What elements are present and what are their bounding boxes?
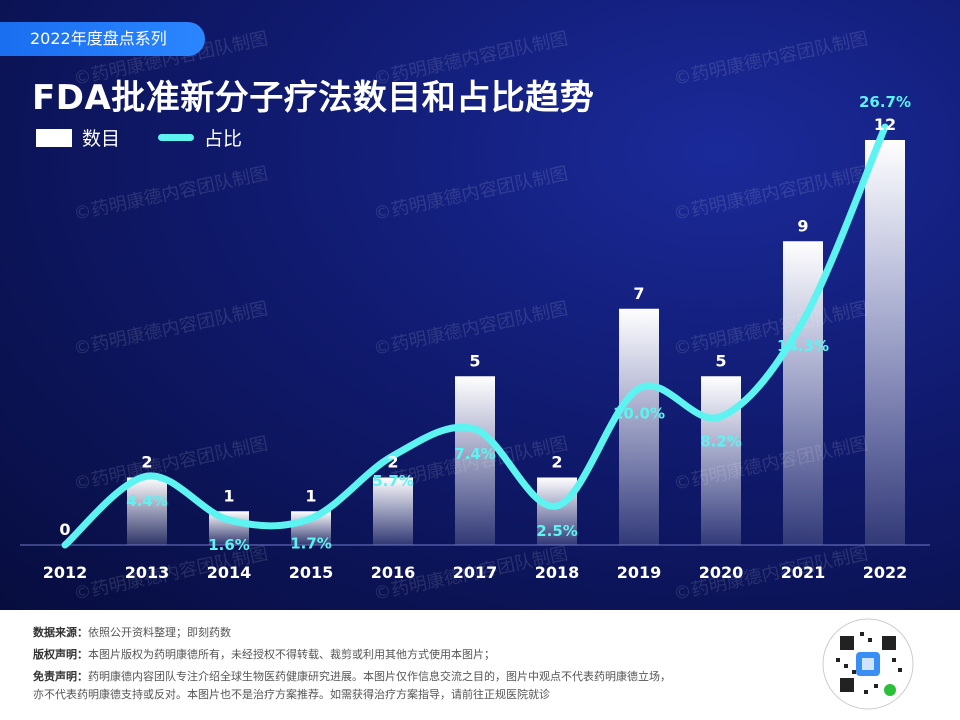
footer: 数据来源：依照公开资料整理；即刻药数 版权声明：本图片版权为药明康德所有，未经授…	[0, 610, 960, 720]
bar-value-label: 5	[469, 351, 480, 370]
x-tick-label: 2016	[371, 563, 416, 582]
disclaimer-text: 药明康德内容团队专注介绍全球生物医药健康研究进展。本图片仅作信息交流之目的，图片…	[88, 670, 671, 683]
bar-value-label: 2	[551, 453, 562, 472]
legend-line-swatch	[158, 134, 195, 141]
page-title: FDA批准新分子疗法数目和占比趋势	[32, 78, 595, 118]
x-tick-label: 2014	[207, 563, 252, 582]
watermark-text: ©药明康德内容团队制图	[672, 163, 870, 225]
copyright-label: 版权声明：	[33, 648, 88, 661]
bar-2019	[619, 308, 659, 545]
bar-value-label: 1	[305, 486, 316, 505]
disclaimer-text-2: 亦不代表药明康德支持或反对。本图片也不是治疗方案推荐。如需获得治疗方案指导，请前…	[33, 688, 550, 701]
bar-value-label: 9	[797, 216, 808, 235]
x-tick-label: 2019	[617, 563, 662, 582]
percent-label: 14.3%	[777, 337, 829, 355]
source-label: 数据来源：	[33, 626, 88, 639]
bar-value-label: 1	[223, 486, 234, 505]
x-tick-label: 2018	[535, 563, 580, 582]
percent-label: 1.7%	[290, 534, 332, 552]
watermark-text: ©药明康德内容团队制图	[672, 28, 870, 90]
bar-2020	[701, 376, 741, 545]
bar-value-label: 5	[715, 351, 726, 370]
watermark-text: ©药明康德内容团队制图	[372, 163, 570, 225]
legend-bar-label: 数目	[82, 128, 121, 150]
percent-label: 26.7%	[859, 93, 911, 111]
percent-label: 7.4%	[454, 445, 496, 463]
bar-2017	[455, 376, 495, 545]
percent-label: 4.4%	[126, 492, 168, 510]
legend-bar-swatch	[36, 128, 72, 147]
x-tick-label: 2022	[863, 563, 908, 582]
percent-label: 1.6%	[208, 536, 250, 554]
percentage-line	[61, 123, 889, 549]
chart-slide: ©药明康德内容团队制图 ©药明康德内容团队制图 ©药明康德内容团队制图 ©药明康德内容…	[0, 0, 960, 610]
percent-label: 2.5%	[536, 522, 578, 540]
watermark-text: ©药明康德内容团队制图	[672, 298, 870, 360]
source-text: 依照公开资料整理；即刻药数	[88, 626, 231, 639]
source-line: 数据来源：依照公开资料整理；即刻药数	[33, 624, 231, 640]
bar-2022	[865, 140, 905, 545]
x-tick-label: 2017	[453, 563, 498, 582]
copyright-line: 版权声明：本图片版权为药明康德所有，未经授权不得转载、裁剪或利用其他方式使用本图…	[33, 646, 495, 662]
x-tick-label: 2012	[43, 563, 88, 582]
bar-2018	[537, 477, 577, 545]
series-tag: 2022年度盘点系列	[0, 22, 205, 56]
copyright-text: 本图片版权为药明康德所有，未经授权不得转载、裁剪或利用其他方式使用本图片；	[88, 648, 495, 661]
disclaimer-line-2: 亦不代表药明康德支持或反对。本图片也不是治疗方案推荐。如需获得治疗方案指导，请前…	[33, 686, 550, 702]
bar-2016	[373, 477, 413, 545]
watermark-text: ©药明康德内容团队制图	[72, 163, 270, 225]
x-tick-label: 2015	[289, 563, 334, 582]
bar-value-label: 2	[387, 453, 398, 472]
legend-line-label: 占比	[204, 128, 243, 150]
bar-value-label: 2	[141, 453, 152, 472]
watermark-text: ©药明康德内容团队制图	[72, 298, 270, 360]
bar-2013	[127, 477, 167, 545]
percent-label: 10.0%	[613, 404, 665, 422]
disclaimer-label: 免责声明：	[33, 670, 88, 683]
x-tick-label: 2020	[699, 563, 744, 582]
bar-value-label: 12	[874, 115, 896, 134]
bar-value-label: 0	[59, 520, 70, 539]
chart-canvas: ©药明康德内容团队制图 ©药明康德内容团队制图 ©药明康德内容团队制图 ©药明康德内容…	[20, 28, 930, 582]
x-tick-label: 2021	[781, 563, 826, 582]
percent-label: 8.2%	[700, 433, 742, 451]
legend: 数目 占比	[36, 124, 242, 151]
bar-value-label: 7	[633, 284, 644, 303]
qr-code	[822, 618, 914, 710]
percent-label: 5.7%	[372, 472, 414, 490]
x-tick-label: 2013	[125, 563, 170, 582]
disclaimer-line: 免责声明：药明康德内容团队专注介绍全球生物医药健康研究进展。本图片仅作信息交流之…	[33, 668, 671, 684]
